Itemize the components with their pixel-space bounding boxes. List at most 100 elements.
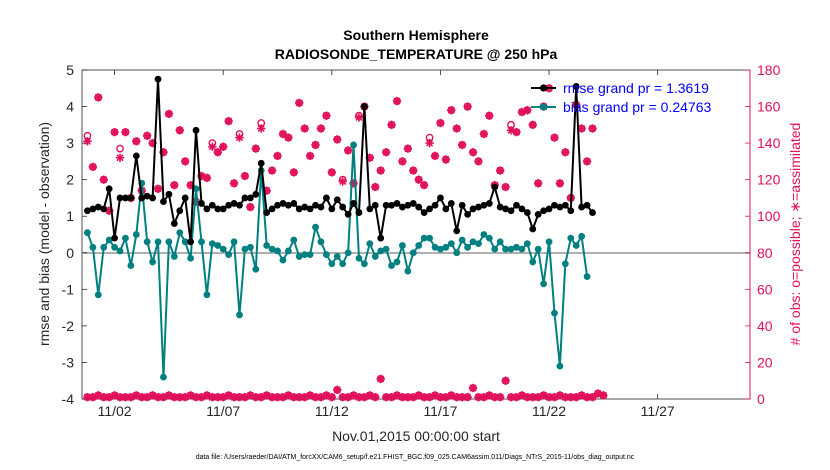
asterisk-stroke [447, 391, 455, 399]
bias-point [344, 249, 352, 257]
rmse-point [426, 205, 433, 213]
bias-point [426, 234, 433, 242]
obs-assimilated-point [474, 157, 483, 166]
asterisk-stroke [578, 124, 586, 133]
bias-point [377, 247, 385, 255]
y2-tick-label: 180 [757, 62, 781, 78]
obs-assimilated-low-point [490, 392, 499, 402]
obs-assimilated-point [251, 144, 260, 153]
asterisk-stroke [208, 143, 216, 151]
rmse-point [409, 200, 417, 207]
bias-point [404, 267, 412, 275]
asterisk-stroke [382, 393, 390, 401]
asterisk-stroke [322, 391, 330, 399]
asterisk-stroke [225, 117, 233, 125]
asterisk-stroke [181, 157, 189, 165]
bias-point [116, 247, 124, 255]
rmse-point [84, 207, 91, 215]
bias-point [284, 247, 292, 255]
obs-assimilated-point [501, 182, 510, 192]
obs-assimilated-point [430, 151, 440, 161]
bias-point [214, 242, 222, 249]
bias-point [420, 234, 428, 242]
bias-point [355, 254, 363, 262]
y-tick-label: 2 [66, 172, 74, 188]
obs-assimilated-point [295, 98, 304, 108]
rmse-point [507, 207, 515, 215]
obs-assimilated-point [523, 106, 532, 115]
bias-point [551, 309, 558, 317]
obs-possible-point [116, 144, 124, 153]
bias-point [437, 245, 444, 253]
obs-assimilated-point [441, 155, 451, 164]
bias-point [545, 238, 553, 246]
obs-assimilated-point [267, 166, 277, 175]
asterisk-stroke [132, 137, 140, 145]
bias-point [160, 373, 167, 381]
asterisk-stroke [545, 393, 553, 401]
asterisk-stroke [311, 141, 320, 149]
rmse-point [111, 234, 118, 242]
obs-assimilated-point [561, 148, 570, 157]
rmse-point [203, 205, 211, 213]
y-tick-label: 3 [66, 135, 74, 151]
rmse-point [252, 190, 260, 198]
bias-point [219, 245, 227, 253]
obs-assimilated-low-point [327, 392, 337, 402]
obs-assimilated-point [468, 148, 478, 157]
rmse-point [127, 194, 135, 202]
bias-point [149, 258, 157, 266]
bias-point [534, 245, 542, 253]
asterisk-stroke [485, 112, 493, 120]
obs-assimilated-low-point [501, 376, 510, 385]
asterisk-stroke [290, 168, 298, 176]
obs-assimilated-low-point [398, 392, 407, 402]
asterisk-stroke [366, 391, 374, 399]
asterisk-stroke [284, 134, 292, 142]
asterisk-stroke [496, 393, 504, 401]
rmse-point [393, 200, 401, 207]
rmse-point [306, 205, 314, 213]
rmse-point [257, 159, 265, 167]
bias-point [507, 245, 515, 253]
rmse-point [208, 201, 216, 209]
bias-point [187, 254, 195, 262]
bias-point [176, 229, 184, 237]
bias-point [268, 245, 276, 253]
obs-assimilated-point [414, 175, 423, 184]
asterisk-stroke [257, 124, 265, 133]
x-tick-label: 11/17 [423, 403, 457, 419]
rmse-point [453, 227, 461, 235]
asterisk-stroke [485, 391, 493, 399]
obs-assimilated-low-point [457, 392, 467, 402]
asterisk-stroke [502, 183, 510, 191]
asterisk-stroke [447, 106, 455, 114]
asterisk-stroke [556, 179, 564, 187]
asterisk-stroke [203, 391, 211, 399]
bias-point [84, 229, 91, 237]
y-tick-label: 5 [66, 62, 74, 78]
y2-tick-label: 0 [757, 391, 765, 407]
obs-assimilated-point [447, 106, 456, 115]
obs-assimilated-point [115, 153, 125, 162]
rmse-point [290, 200, 298, 207]
bias-point [165, 238, 173, 246]
obs-assimilated-low-point [588, 392, 597, 402]
rmse-point [464, 210, 471, 218]
bias-point [561, 260, 569, 268]
rmse-point [274, 201, 281, 209]
rmse-point [143, 192, 151, 200]
rmse-point [100, 205, 108, 213]
rmse-point [355, 209, 363, 216]
bias-point [208, 240, 216, 248]
asterisk-stroke [121, 128, 129, 136]
y-tick-label: 0 [66, 245, 74, 261]
bias-point [339, 260, 347, 268]
rmse-point [198, 200, 205, 207]
asterisk-stroke [556, 391, 564, 399]
asterisk-stroke [246, 203, 254, 211]
legend-rmse-marker [539, 84, 548, 92]
obs-assimilated-low-point [349, 391, 358, 400]
asterisk-stroke [132, 391, 140, 399]
